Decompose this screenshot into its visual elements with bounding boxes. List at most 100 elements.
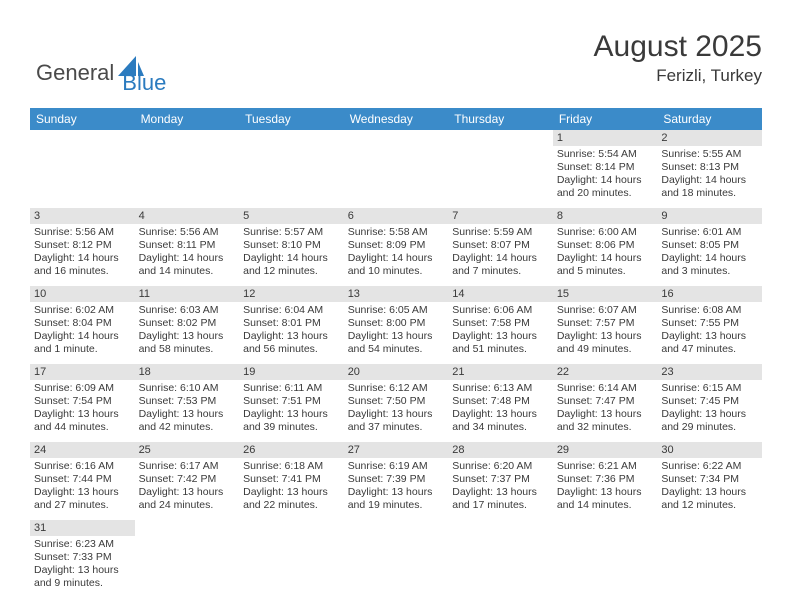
calendar-cell: 16Sunrise: 6:08 AMSunset: 7:55 PMDayligh… — [657, 286, 762, 364]
day-header: Friday — [553, 108, 658, 130]
day-content: Sunrise: 6:03 AMSunset: 8:02 PMDaylight:… — [135, 302, 240, 359]
day-content: Sunrise: 6:15 AMSunset: 7:45 PMDaylight:… — [657, 380, 762, 437]
calendar-cell: 30Sunrise: 6:22 AMSunset: 7:34 PMDayligh… — [657, 442, 762, 520]
calendar-cell: 20Sunrise: 6:12 AMSunset: 7:50 PMDayligh… — [344, 364, 449, 442]
day-header: Wednesday — [344, 108, 449, 130]
calendar-cell: 25Sunrise: 6:17 AMSunset: 7:42 PMDayligh… — [135, 442, 240, 520]
day-number — [448, 521, 553, 537]
calendar-cell: 26Sunrise: 6:18 AMSunset: 7:41 PMDayligh… — [239, 442, 344, 520]
day-content: Sunrise: 6:05 AMSunset: 8:00 PMDaylight:… — [344, 302, 449, 359]
calendar-cell: 23Sunrise: 6:15 AMSunset: 7:45 PMDayligh… — [657, 364, 762, 442]
day-number: 16 — [657, 286, 762, 302]
day-number: 18 — [135, 364, 240, 380]
day-content: Sunrise: 6:21 AMSunset: 7:36 PMDaylight:… — [553, 458, 658, 515]
day-number: 31 — [30, 520, 135, 536]
day-number: 13 — [344, 286, 449, 302]
day-content: Sunrise: 5:59 AMSunset: 8:07 PMDaylight:… — [448, 224, 553, 281]
calendar-cell: 28Sunrise: 6:20 AMSunset: 7:37 PMDayligh… — [448, 442, 553, 520]
calendar-week-row: 1Sunrise: 5:54 AMSunset: 8:14 PMDaylight… — [30, 130, 762, 208]
day-content: Sunrise: 6:22 AMSunset: 7:34 PMDaylight:… — [657, 458, 762, 515]
day-number: 12 — [239, 286, 344, 302]
day-number: 1 — [553, 130, 658, 146]
calendar-cell: 12Sunrise: 6:04 AMSunset: 8:01 PMDayligh… — [239, 286, 344, 364]
calendar-cell — [448, 520, 553, 598]
day-number — [135, 130, 240, 146]
day-number: 28 — [448, 442, 553, 458]
calendar-cell: 4Sunrise: 5:56 AMSunset: 8:11 PMDaylight… — [135, 208, 240, 286]
day-number: 23 — [657, 364, 762, 380]
calendar-cell: 5Sunrise: 5:57 AMSunset: 8:10 PMDaylight… — [239, 208, 344, 286]
day-number: 2 — [657, 130, 762, 146]
day-number: 20 — [344, 364, 449, 380]
day-content: Sunrise: 6:04 AMSunset: 8:01 PMDaylight:… — [239, 302, 344, 359]
day-content: Sunrise: 6:12 AMSunset: 7:50 PMDaylight:… — [344, 380, 449, 437]
day-number: 30 — [657, 442, 762, 458]
calendar-cell: 6Sunrise: 5:58 AMSunset: 8:09 PMDaylight… — [344, 208, 449, 286]
calendar-cell: 15Sunrise: 6:07 AMSunset: 7:57 PMDayligh… — [553, 286, 658, 364]
day-number: 26 — [239, 442, 344, 458]
calendar-cell: 19Sunrise: 6:11 AMSunset: 7:51 PMDayligh… — [239, 364, 344, 442]
day-content: Sunrise: 5:56 AMSunset: 8:11 PMDaylight:… — [135, 224, 240, 281]
day-number: 3 — [30, 208, 135, 224]
calendar-cell: 10Sunrise: 6:02 AMSunset: 8:04 PMDayligh… — [30, 286, 135, 364]
calendar-week-row: 3Sunrise: 5:56 AMSunset: 8:12 PMDaylight… — [30, 208, 762, 286]
day-number: 7 — [448, 208, 553, 224]
calendar-table: SundayMondayTuesdayWednesdayThursdayFrid… — [30, 108, 762, 598]
calendar-cell — [135, 520, 240, 598]
calendar-cell: 3Sunrise: 5:56 AMSunset: 8:12 PMDaylight… — [30, 208, 135, 286]
calendar-cell — [448, 130, 553, 208]
day-content: Sunrise: 6:01 AMSunset: 8:05 PMDaylight:… — [657, 224, 762, 281]
calendar-cell: 13Sunrise: 6:05 AMSunset: 8:00 PMDayligh… — [344, 286, 449, 364]
day-number: 9 — [657, 208, 762, 224]
day-header: Sunday — [30, 108, 135, 130]
day-number — [553, 521, 658, 537]
day-number: 10 — [30, 286, 135, 302]
day-number: 6 — [344, 208, 449, 224]
day-number: 29 — [553, 442, 658, 458]
calendar-cell: 14Sunrise: 6:06 AMSunset: 7:58 PMDayligh… — [448, 286, 553, 364]
day-content: Sunrise: 6:18 AMSunset: 7:41 PMDaylight:… — [239, 458, 344, 515]
logo: General Blue — [36, 50, 166, 96]
day-number: 15 — [553, 286, 658, 302]
calendar-cell: 7Sunrise: 5:59 AMSunset: 8:07 PMDaylight… — [448, 208, 553, 286]
calendar-cell: 31Sunrise: 6:23 AMSunset: 7:33 PMDayligh… — [30, 520, 135, 598]
day-number — [30, 130, 135, 146]
day-number — [239, 521, 344, 537]
day-content: Sunrise: 6:10 AMSunset: 7:53 PMDaylight:… — [135, 380, 240, 437]
calendar-cell: 9Sunrise: 6:01 AMSunset: 8:05 PMDaylight… — [657, 208, 762, 286]
location: Ferizli, Turkey — [594, 66, 762, 86]
calendar-cell — [657, 520, 762, 598]
day-number: 17 — [30, 364, 135, 380]
calendar-week-row: 10Sunrise: 6:02 AMSunset: 8:04 PMDayligh… — [30, 286, 762, 364]
calendar-cell: 1Sunrise: 5:54 AMSunset: 8:14 PMDaylight… — [553, 130, 658, 208]
calendar-cell — [239, 520, 344, 598]
day-number: 22 — [553, 364, 658, 380]
calendar-cell: 11Sunrise: 6:03 AMSunset: 8:02 PMDayligh… — [135, 286, 240, 364]
day-content: Sunrise: 6:19 AMSunset: 7:39 PMDaylight:… — [344, 458, 449, 515]
calendar-cell — [344, 520, 449, 598]
day-content: Sunrise: 5:54 AMSunset: 8:14 PMDaylight:… — [553, 146, 658, 203]
logo-text-blue: Blue — [122, 70, 166, 96]
day-number: 24 — [30, 442, 135, 458]
calendar-cell — [30, 130, 135, 208]
day-content: Sunrise: 6:07 AMSunset: 7:57 PMDaylight:… — [553, 302, 658, 359]
day-number — [344, 521, 449, 537]
day-content: Sunrise: 5:56 AMSunset: 8:12 PMDaylight:… — [30, 224, 135, 281]
calendar-cell: 17Sunrise: 6:09 AMSunset: 7:54 PMDayligh… — [30, 364, 135, 442]
day-content: Sunrise: 6:08 AMSunset: 7:55 PMDaylight:… — [657, 302, 762, 359]
calendar-cell: 27Sunrise: 6:19 AMSunset: 7:39 PMDayligh… — [344, 442, 449, 520]
calendar-cell: 21Sunrise: 6:13 AMSunset: 7:48 PMDayligh… — [448, 364, 553, 442]
calendar-cell: 29Sunrise: 6:21 AMSunset: 7:36 PMDayligh… — [553, 442, 658, 520]
calendar-cell — [344, 130, 449, 208]
day-number — [344, 130, 449, 146]
day-number: 19 — [239, 364, 344, 380]
logo-text-dark: General — [36, 60, 114, 86]
header: General Blue August 2025 Ferizli, Turkey — [30, 30, 762, 96]
day-header: Monday — [135, 108, 240, 130]
day-number: 8 — [553, 208, 658, 224]
day-content: Sunrise: 6:06 AMSunset: 7:58 PMDaylight:… — [448, 302, 553, 359]
day-content: Sunrise: 5:55 AMSunset: 8:13 PMDaylight:… — [657, 146, 762, 203]
page-title: August 2025 — [594, 30, 762, 64]
calendar-cell — [553, 520, 658, 598]
day-header: Thursday — [448, 108, 553, 130]
